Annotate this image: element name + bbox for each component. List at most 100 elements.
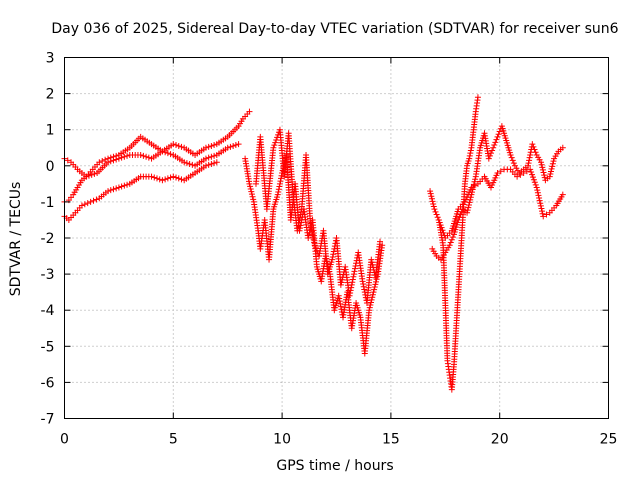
data-point [183, 160, 190, 167]
data-point [296, 216, 303, 223]
y-tick-label: -7 [41, 412, 55, 428]
data-point [349, 276, 356, 283]
data-point [336, 295, 343, 302]
data-point [514, 173, 521, 180]
data-point [427, 188, 434, 195]
data-point [91, 170, 98, 177]
ticks-layer: 0 5 10 15 20 25 -7 -6 -5 -4 -3 -2 -1 0 1 2 3 [41, 51, 618, 448]
data-point [271, 142, 278, 149]
data-point [474, 94, 481, 101]
x-tick-label: 20 [491, 432, 509, 448]
data-point [490, 144, 497, 151]
data-point [360, 281, 367, 288]
data-point [167, 174, 174, 181]
data-point [96, 159, 103, 166]
data-point [547, 168, 554, 175]
data-point [307, 220, 314, 227]
data-point [294, 227, 301, 234]
data-point [509, 157, 516, 164]
data-point [371, 283, 378, 290]
data-point [494, 133, 501, 140]
data-point [202, 162, 209, 169]
data-point [164, 175, 171, 182]
y-tick-label: -4 [41, 303, 55, 319]
y-tick-label: 0 [46, 159, 55, 175]
marks-layer [61, 94, 566, 393]
data-point [438, 224, 445, 231]
data-point [526, 154, 533, 161]
data-point [208, 153, 215, 160]
data-point [368, 256, 375, 263]
y-tick-label: 2 [46, 87, 55, 103]
data-point [530, 143, 537, 150]
data-point [305, 235, 312, 241]
data-point [467, 147, 474, 154]
data-point [143, 153, 150, 160]
data-point [294, 225, 301, 232]
x-tick-label: 10 [273, 432, 291, 448]
data-point [295, 219, 302, 226]
data-point [548, 165, 555, 172]
data-point [369, 294, 376, 301]
data-point [274, 191, 281, 198]
data-point [448, 236, 455, 243]
data-point [83, 173, 90, 180]
data-point [338, 306, 345, 313]
data-point [517, 171, 524, 178]
data-point [145, 154, 152, 161]
data-point [277, 178, 284, 185]
data-point [372, 281, 379, 288]
data-point [471, 182, 478, 189]
data-point [538, 159, 545, 166]
data-point [539, 210, 546, 217]
data-point [549, 160, 556, 167]
data-point [366, 304, 373, 311]
data-point [431, 206, 438, 213]
y-tick-label: 1 [46, 123, 55, 139]
data-point [466, 155, 473, 162]
data-point [540, 169, 547, 176]
data-point [205, 154, 212, 161]
data-point [312, 244, 319, 251]
data-point [486, 152, 493, 159]
data-point [113, 185, 120, 192]
x-tick-label: 25 [600, 432, 618, 448]
data-point [436, 219, 443, 226]
data-point [541, 172, 548, 179]
data-point [541, 174, 548, 181]
data-point [224, 144, 231, 151]
data-point [275, 186, 282, 193]
data-point [495, 131, 502, 138]
data-point [359, 278, 366, 285]
data-point [337, 300, 344, 307]
data-point [140, 152, 147, 159]
data-point [536, 194, 543, 201]
data-point [297, 211, 304, 218]
data-point [371, 286, 378, 293]
data-point [305, 232, 312, 239]
data-point [497, 168, 504, 175]
data-point [427, 190, 434, 197]
x-tick-label: 15 [382, 432, 400, 448]
data-point [64, 157, 71, 164]
data-point [347, 290, 354, 297]
data-point [170, 173, 177, 180]
data-point [175, 142, 182, 149]
data-point [329, 253, 336, 260]
data-point [377, 238, 384, 245]
data-point [124, 152, 131, 159]
data-point [159, 177, 166, 184]
data-point [539, 208, 546, 215]
data-point [472, 176, 479, 183]
data-point [527, 151, 534, 158]
data-point [347, 287, 354, 294]
x-tick-label: 5 [169, 432, 178, 448]
data-point [543, 211, 550, 218]
data-point [467, 150, 474, 157]
data-point [510, 160, 517, 167]
data-point [489, 147, 496, 154]
data-point [507, 151, 514, 158]
data-point [367, 302, 374, 309]
data-point [121, 153, 128, 160]
data-point [107, 187, 114, 194]
